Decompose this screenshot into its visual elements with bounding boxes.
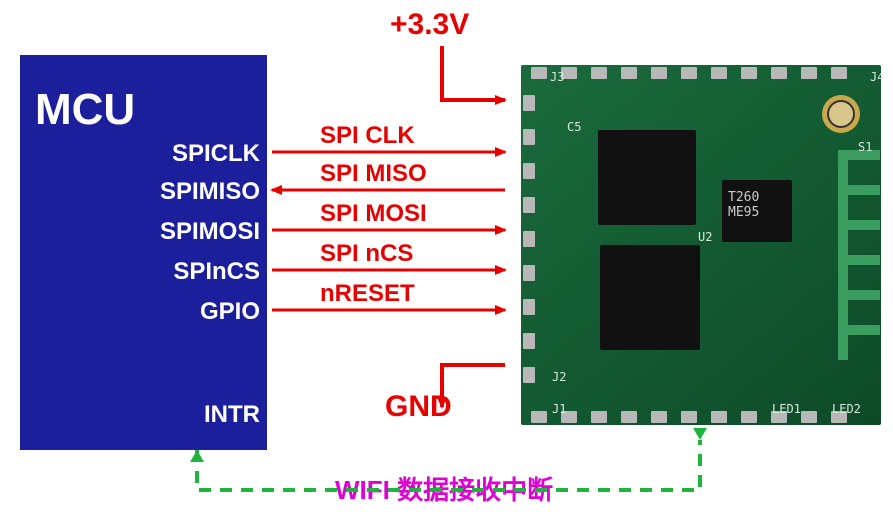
signal-label-spi-ncs: SPI nCS — [320, 240, 413, 268]
pcb-chip: T260ME95 — [722, 180, 792, 242]
signal-label-spi-clk: SPI CLK — [320, 122, 415, 150]
gnd-label: GND — [385, 390, 452, 424]
pcb-chip — [598, 130, 696, 225]
mcu-pin-spincs: SPInCS — [80, 258, 260, 286]
mcu-pin-spimosi: SPIMOSI — [80, 218, 260, 246]
irq-label: WIFI 数据接收中断 — [335, 470, 553, 507]
mcu-title: MCU — [35, 85, 135, 135]
mcu-pin-gpio: GPIO — [80, 298, 260, 326]
signal-label-spi-miso: SPI MISO — [320, 160, 427, 188]
wifi-module-pcb: T260ME95U2S1J1J2J3J4LED1LED2C5 — [521, 65, 881, 425]
signal-label-nreset: nRESET — [320, 280, 415, 308]
signal-label-spi-mosi: SPI MOSI — [320, 200, 427, 228]
mcu-pin-spiclk: SPICLK — [80, 140, 260, 168]
vcc-label: +3.3V — [390, 8, 469, 42]
pcb-chip — [600, 245, 700, 350]
mcu-pin-spimiso: SPIMISO — [80, 178, 260, 206]
ufl-connector — [822, 95, 860, 133]
mcu-pin-intr: INTR — [80, 401, 260, 429]
